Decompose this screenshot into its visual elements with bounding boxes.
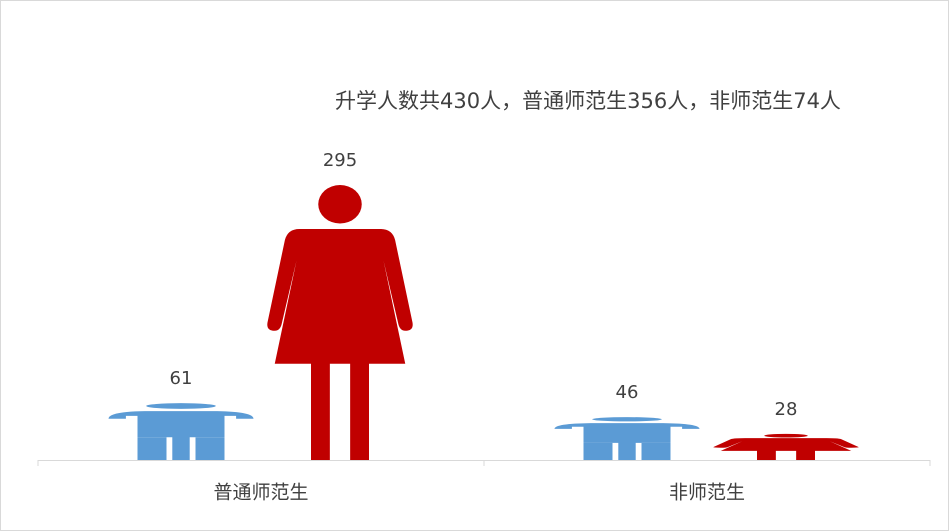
pictograph-bar	[713, 433, 859, 460]
data-label: 46	[616, 382, 639, 403]
icon-legs	[137, 437, 167, 460]
icon-legs	[641, 442, 671, 460]
x-tick-label: 普通师范生	[213, 482, 308, 504]
icon-head	[764, 433, 808, 438]
icon-head	[318, 185, 362, 224]
icon-legs	[583, 442, 613, 460]
pictograph-bar	[108, 403, 254, 460]
data-label: 28	[775, 399, 798, 420]
data-label: 61	[170, 368, 193, 389]
icon-body	[108, 411, 254, 460]
icon-head	[146, 403, 216, 409]
annotation: 升学人数共430人，普通师范生356人，非师范生74人	[335, 89, 841, 113]
data-label: 295	[323, 150, 357, 171]
icon-legs	[195, 437, 225, 460]
pictograph-bar	[267, 185, 413, 460]
icon-body	[267, 229, 413, 460]
pictograph-bar	[554, 417, 700, 460]
icon-head	[592, 417, 662, 422]
icon-body	[554, 423, 700, 460]
x-tick-label: 非师范生	[669, 482, 745, 504]
icon-body	[713, 438, 859, 460]
